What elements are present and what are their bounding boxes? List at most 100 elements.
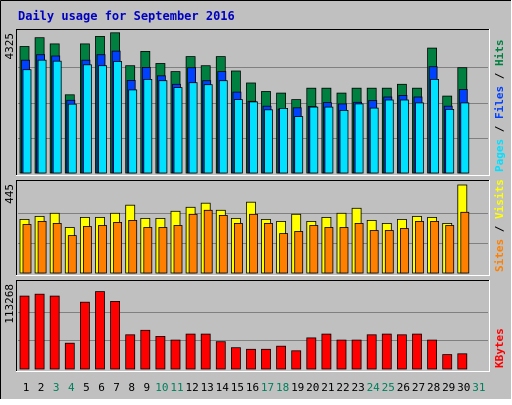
legend-entry: Pages (493, 139, 506, 172)
x-tick-label: 31 (472, 381, 485, 394)
x-tick-label: 3 (53, 381, 60, 394)
bar-kbytes (291, 350, 302, 370)
x-tick-label: 12 (185, 381, 198, 394)
bar-kbytes (34, 293, 45, 370)
x-tick-label: 22 (336, 381, 349, 394)
bar-sites (339, 227, 349, 274)
bar-sites (279, 233, 289, 274)
bar-sites (249, 213, 258, 274)
x-tick-label: 7 (113, 381, 120, 394)
bar-kbytes (276, 345, 287, 370)
x-tick-label: 30 (457, 381, 470, 394)
bar-sites (83, 226, 92, 274)
legend-entry: Visits (493, 179, 506, 219)
bar-kbytes (261, 348, 271, 370)
bar-kbytes (381, 333, 392, 370)
chart-title: Daily usage for September 2016 (18, 9, 235, 23)
bar-sites (354, 222, 364, 274)
bar-kbytes (170, 339, 181, 370)
bar-sites (113, 221, 122, 274)
bar-pages (188, 82, 198, 174)
bar-pages (445, 109, 455, 174)
bar-sites (158, 227, 168, 274)
x-tick-label: 21 (321, 381, 334, 394)
x-tick-label: 24 (367, 381, 381, 394)
bar-pages (52, 60, 62, 174)
bar-pages (460, 102, 470, 174)
legend-text: Sites / Visits (493, 179, 506, 272)
bar-pages (430, 79, 440, 174)
x-tick-label: 9 (143, 381, 150, 394)
bar-sites (294, 231, 304, 274)
panel-visits-sites: 445 Sites / Visits (3, 179, 506, 276)
legend-separator: / (493, 66, 506, 86)
x-tick-label: 1 (23, 381, 30, 394)
panel-hits-files-pages: 4325 Pages / Files / Hits (3, 29, 506, 176)
bar-pages (128, 89, 138, 174)
bar-pages (158, 80, 168, 174)
bar-sites (309, 225, 319, 274)
bar-pages (309, 106, 319, 174)
x-tick-label: 18 (276, 381, 289, 394)
x-tick-label: 14 (216, 381, 230, 394)
series-sites (22, 209, 470, 274)
bar-sites (415, 220, 424, 274)
series-pages (22, 59, 470, 174)
bar-kbytes (19, 295, 30, 370)
bar-sites (399, 228, 409, 274)
legend-entry: Hits (493, 40, 506, 67)
bar-kbytes (64, 342, 75, 370)
bar-pages (279, 108, 289, 174)
x-tick-label: 19 (291, 381, 304, 394)
bar-pages (233, 99, 243, 174)
x-tick-label: 17 (261, 381, 274, 394)
panel-kbytes: 113268 KBytes (3, 280, 506, 372)
bar-pages (143, 79, 153, 174)
bar-sites (143, 227, 153, 274)
bar-sites (37, 220, 47, 274)
bar-kbytes (155, 335, 166, 370)
bar-sites (384, 230, 394, 274)
x-tick-label: 27 (412, 381, 425, 394)
bar-sites (369, 230, 379, 274)
bar-kbytes (457, 353, 468, 370)
x-tick-label: 13 (201, 381, 214, 394)
bar-kbytes (427, 339, 438, 370)
x-tick-label: 16 (246, 381, 259, 394)
x-tick-label: 4 (68, 381, 75, 394)
bar-pages (218, 80, 228, 174)
bar-kbytes (366, 334, 377, 370)
bar-kbytes (140, 329, 151, 370)
bar-pages (324, 106, 334, 174)
bar-pages (369, 107, 379, 174)
y-axis-max-label: 4325 (3, 33, 16, 60)
bar-pages (113, 61, 122, 174)
bar-sites (98, 225, 107, 274)
legend-entry: KBytes (493, 328, 506, 368)
bar-kbytes (125, 334, 136, 370)
bar-pages (249, 101, 258, 174)
legend-separator: / (493, 119, 506, 139)
panels: 4325 Pages / Files / Hits 445 Sites / Visit… (3, 29, 506, 372)
bar-sites (324, 227, 334, 274)
x-tick-label: 20 (306, 381, 319, 394)
bar-sites (203, 209, 213, 274)
x-axis-labels: 1 2 3 4 5 6 7 8 9 10 11 12 13 14 15 16 17 18 19 20 21 22 23 24 2… (23, 381, 486, 394)
bar-sites (430, 220, 440, 274)
x-tick-label: 25 (382, 381, 395, 394)
x-tick-label: 6 (98, 381, 105, 394)
bar-pages (264, 109, 273, 174)
x-tick-label: 28 (427, 381, 440, 394)
bar-kbytes (306, 337, 317, 370)
legend: KBytes (493, 328, 506, 368)
bar-pages (384, 99, 394, 174)
y-axis-max-label: 113268 (3, 284, 16, 324)
bar-kbytes (321, 333, 332, 370)
x-tick-label: 23 (351, 381, 364, 394)
legend-entry: Sites (493, 239, 506, 272)
bar-kbytes (351, 339, 362, 370)
bar-sites (218, 214, 228, 274)
x-tick-label: 5 (83, 381, 90, 394)
